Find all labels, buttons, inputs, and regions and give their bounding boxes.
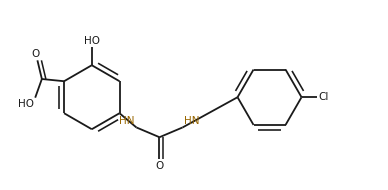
Text: HO: HO	[18, 99, 34, 108]
Text: O: O	[155, 161, 164, 171]
Text: Cl: Cl	[318, 92, 328, 102]
Text: O: O	[31, 49, 39, 59]
Text: HN: HN	[119, 116, 135, 126]
Text: HN: HN	[184, 116, 200, 126]
Text: HO: HO	[84, 36, 100, 46]
